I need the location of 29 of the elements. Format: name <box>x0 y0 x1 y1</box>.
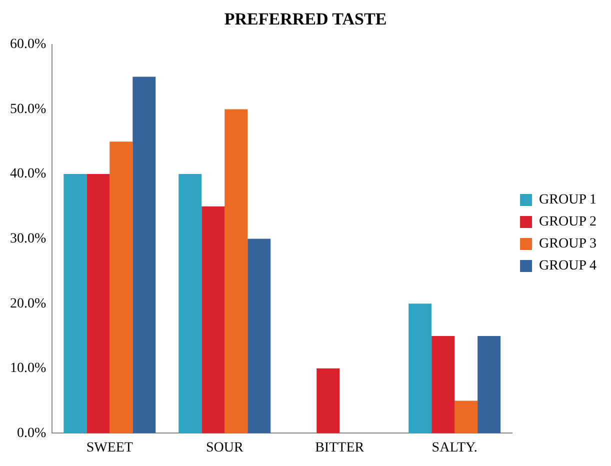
x-tick-label: BITTER <box>315 440 365 456</box>
legend-label: GROUP 4 <box>539 258 596 274</box>
bar <box>454 400 478 434</box>
bar <box>64 174 87 434</box>
legend-label: GROUP 3 <box>539 236 596 252</box>
x-tick-label: SOUR <box>206 440 244 456</box>
bar <box>316 368 340 434</box>
bar <box>132 76 156 434</box>
bar <box>86 174 110 434</box>
y-tick-label: 0.0% <box>16 426 46 441</box>
y-tick-label: 10.0% <box>10 361 46 376</box>
bar <box>478 336 501 434</box>
y-tick-label: 30.0% <box>10 231 46 246</box>
chart-title: PREFERRED TASTE <box>224 10 387 29</box>
legend-label: GROUP 2 <box>539 214 596 230</box>
bar <box>110 142 133 434</box>
x-tick-label: SWEET <box>86 440 134 456</box>
bar <box>202 206 225 434</box>
y-tick-label: 50.0% <box>10 102 46 117</box>
bar <box>248 238 271 434</box>
bar <box>408 304 432 434</box>
y-tick-label: 60.0% <box>10 37 46 52</box>
bar <box>224 109 248 434</box>
x-tick-label: SALTY. <box>432 440 478 456</box>
bar <box>178 174 202 434</box>
bar <box>432 336 455 434</box>
y-tick-label: 20.0% <box>10 296 46 312</box>
y-tick-label: 40.0% <box>10 166 46 182</box>
legend-label: GROUP 1 <box>539 192 596 208</box>
